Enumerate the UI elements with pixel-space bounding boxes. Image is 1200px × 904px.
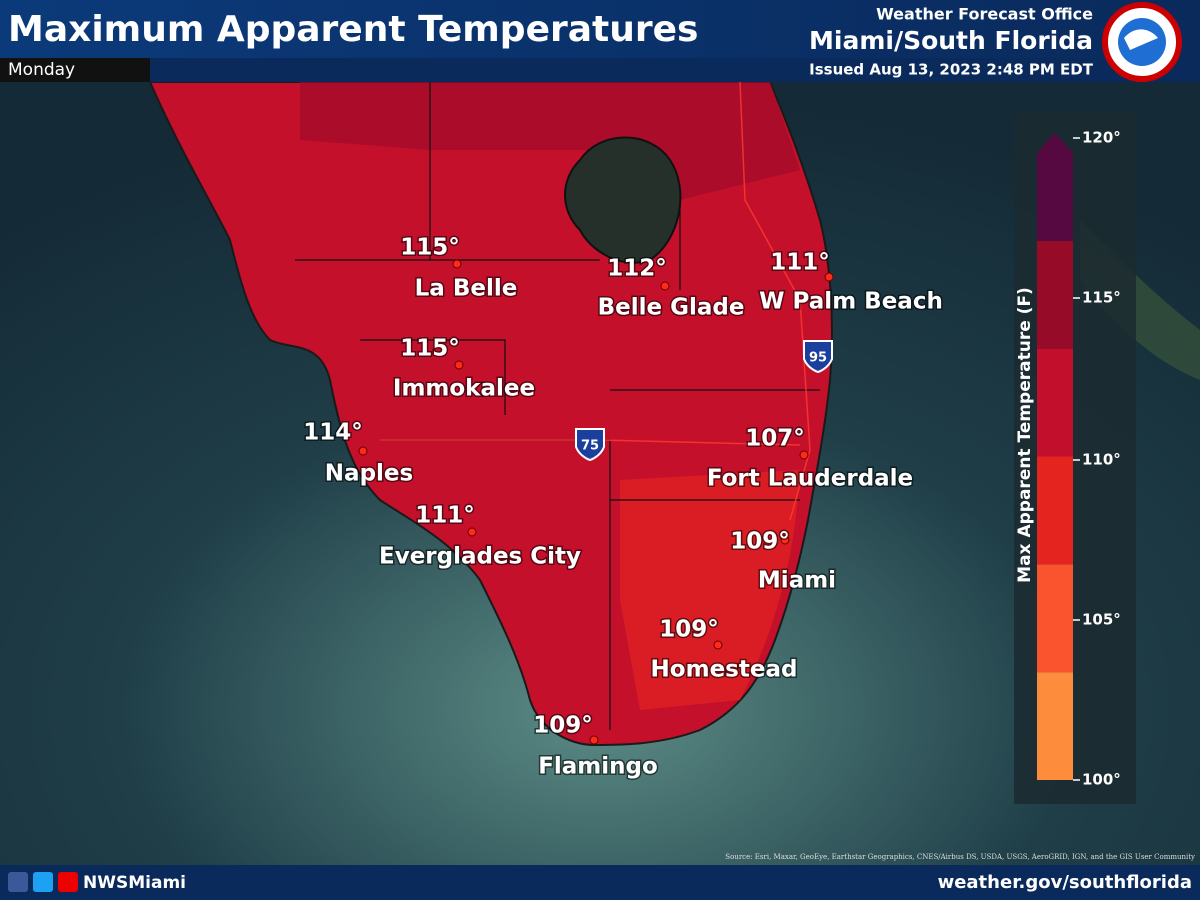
city-name: Immokalee [393,376,535,402]
city-dot [824,272,834,282]
city-name: Flamingo [538,754,658,780]
legend-band [1037,133,1073,241]
legend-band [1037,240,1073,349]
city-temp: 115° [400,235,460,261]
city-dot [713,640,723,650]
social-handle: NWSMiami [83,873,186,893]
interstate-number: 75 [581,439,599,454]
city-dot [589,735,599,745]
nws-logo [1102,2,1182,82]
city-dot [454,360,464,370]
header-strip [0,58,1200,82]
legend-band [1037,672,1073,780]
location: Miami/South Florida [809,26,1093,55]
city-temp: 111° [415,503,475,529]
header-bar [0,0,1200,58]
city-name: W Palm Beach [759,289,943,315]
city-temp: 114° [303,420,363,446]
city-temp: 109° [659,617,719,643]
source-credit: Source: Esri, Maxar, GeoEye, Earthstar G… [725,853,1195,861]
day-strip [0,58,150,82]
legend-band [1037,348,1073,457]
city-dot [660,281,670,291]
city-temp: 112° [607,256,667,282]
legend-band [1037,564,1073,673]
legend-tick-label: 100° [1082,771,1121,789]
city-temp: 115° [400,336,460,362]
city-dot [467,527,477,537]
city-temp: 109° [533,713,593,739]
interstate-shield [575,428,605,462]
city-name: Miami [758,568,836,594]
legend-tick-label: 115° [1082,289,1121,307]
footer-url: weather.gov/southflorida [938,872,1192,893]
legend-title: Max Apparent Temperature (F) [1015,287,1035,583]
city-name: La Belle [415,276,518,302]
youtube-icon [58,872,78,892]
legend-tick-label: 105° [1082,611,1121,629]
lake-okeechobee [564,136,682,264]
city-name: Everglades City [379,544,581,570]
city-name: Belle Glade [598,295,745,321]
interstate-number: 95 [809,351,827,366]
footer-bar [0,865,1200,900]
issued: Issued Aug 13, 2023 2:48 PM EDT [809,61,1094,79]
legend-panel [1014,113,1136,804]
interstate-shield [803,340,833,374]
twitter-icon [33,872,53,892]
city-temp: 109° [730,529,790,555]
city-dot [799,450,809,460]
city-temp: 107° [745,426,805,452]
city-dot [358,446,368,456]
city-temp: 111° [770,250,830,276]
title: Maximum Apparent Temperatures [8,9,698,50]
city-name: Fort Lauderdale [707,466,913,492]
day: Monday [8,60,75,80]
facebook-icon [8,872,28,892]
city-name: Naples [325,461,413,487]
city-dot [780,535,790,545]
legend-tick-label: 120° [1082,129,1121,147]
legend-band [1037,456,1073,565]
east-heat [620,470,800,710]
city-name: Homestead [651,657,798,683]
legend-tick-label: 110° [1082,451,1121,469]
office: Weather Forecast Office [876,5,1093,24]
city-dot [452,259,462,269]
